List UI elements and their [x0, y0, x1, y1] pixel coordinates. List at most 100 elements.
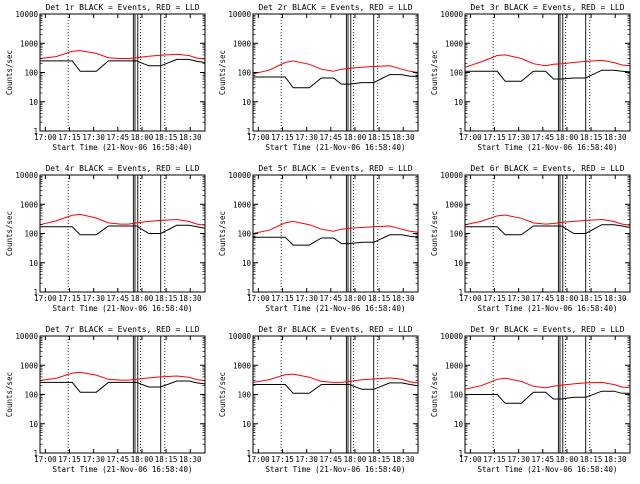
y-tick-label: 10: [29, 98, 39, 107]
y-axis-label: Counts/sec: [5, 50, 14, 95]
x-axis-label: Start Time (21-Nov-06 16:58:40): [266, 143, 406, 152]
x-tick-label: 17:00: [247, 455, 270, 464]
y-tick-label: 10000: [440, 332, 463, 341]
y-tick-label: 10000: [15, 171, 38, 180]
x-tick-label: 18:30: [604, 133, 627, 142]
x-tick-label: 17:00: [459, 294, 482, 303]
x-tick-label: 18:15: [580, 455, 603, 464]
lld-series-line: [252, 373, 419, 384]
y-tick-label: 1000: [445, 361, 464, 370]
x-tick-label: 17:45: [320, 133, 343, 142]
y-tick-label: 1000: [233, 39, 252, 48]
x-tick-label: 17:15: [271, 133, 294, 142]
panel-title: Det 1r BLACK = Events, RED = LLD: [45, 3, 199, 12]
x-tick-label: 18:15: [155, 133, 178, 142]
y-tick-label: 10000: [228, 332, 251, 341]
y-tick-label: 1: [458, 449, 463, 458]
x-tick-label: 18:00: [131, 133, 154, 142]
y-tick-label: 1: [246, 127, 251, 136]
x-tick-label: 17:00: [34, 133, 57, 142]
lld-series-line: [464, 377, 631, 390]
x-tick-label: 18:15: [155, 455, 178, 464]
x-tick-label: 17:30: [295, 294, 318, 303]
y-tick-label: 10000: [15, 10, 38, 19]
x-tick-label: 17:45: [532, 455, 555, 464]
x-tick-label: 18:30: [179, 455, 202, 464]
x-tick-label: 18:15: [155, 294, 178, 303]
lld-series-line: [39, 50, 206, 60]
detector-panel: Det 3r BLACK = Events, RED = LLD 17:00 17:…: [430, 3, 631, 152]
y-tick-label: 1000: [20, 361, 39, 370]
y-tick-label: 10000: [228, 10, 251, 19]
x-tick-label: 17:30: [82, 455, 105, 464]
lld-series-line: [464, 214, 631, 226]
lld-series-line: [252, 60, 419, 75]
x-axis-label: Start Time (21-Nov-06 16:58:40): [478, 465, 618, 474]
y-tick-label: 10: [29, 420, 39, 429]
events-series-line: [465, 69, 631, 82]
x-tick-label: 17:30: [507, 133, 530, 142]
panel-title: Det 3r BLACK = Events, RED = LLD: [470, 3, 624, 12]
events-series-line: [40, 58, 206, 72]
x-tick-label: 18:30: [179, 133, 202, 142]
y-tick-label: 1: [246, 288, 251, 297]
x-tick-label: 17:30: [82, 294, 105, 303]
y-tick-label: 10000: [440, 10, 463, 19]
y-tick-label: 100: [237, 69, 251, 78]
panel-title: Det 7r BLACK = Events, RED = LLD: [45, 325, 199, 334]
x-axis-label: Start Time (21-Nov-06 16:58:40): [53, 304, 193, 313]
x-tick-label: 17:00: [34, 455, 57, 464]
x-axis-label: Start Time (21-Nov-06 16:58:40): [478, 143, 618, 152]
x-tick-label: 17:00: [247, 294, 270, 303]
y-tick-label: 10: [242, 98, 252, 107]
y-tick-label: 10: [454, 259, 464, 268]
y-axis-label: Counts/sec: [430, 372, 439, 417]
y-tick-label: 1: [33, 449, 38, 458]
y-tick-label: 10: [454, 420, 464, 429]
x-tick-label: 17:15: [271, 455, 294, 464]
plot-frame: [252, 174, 419, 293]
y-tick-label: 100: [24, 69, 38, 78]
x-tick-label: 18:30: [392, 294, 415, 303]
x-axis-label: Start Time (21-Nov-06 16:58:40): [53, 143, 193, 152]
events-series-line: [253, 74, 418, 89]
plot-frame: [252, 13, 419, 132]
y-tick-label: 1: [458, 288, 463, 297]
x-tick-label: 17:45: [320, 294, 343, 303]
y-tick-label: 1: [246, 449, 251, 458]
x-tick-label: 17:00: [459, 133, 482, 142]
y-axis-label: Counts/sec: [218, 50, 227, 95]
y-tick-label: 100: [449, 69, 463, 78]
x-tick-label: 17:45: [532, 294, 555, 303]
x-tick-label: 18:00: [131, 455, 154, 464]
plot-frame: [464, 13, 631, 132]
x-tick-label: 18:30: [604, 455, 627, 464]
y-tick-label: 1000: [445, 200, 464, 209]
events-series-line: [40, 224, 206, 236]
events-series-line: [465, 224, 631, 236]
y-tick-label: 100: [237, 391, 251, 400]
x-tick-label: 18:30: [392, 133, 415, 142]
x-tick-label: 18:00: [556, 133, 579, 142]
y-tick-label: 10: [242, 420, 252, 429]
x-tick-label: 17:30: [507, 294, 530, 303]
x-tick-label: 17:15: [483, 294, 506, 303]
y-tick-label: 10000: [440, 171, 463, 180]
x-tick-label: 18:15: [580, 294, 603, 303]
x-tick-label: 17:15: [271, 294, 294, 303]
x-tick-label: 18:30: [392, 455, 415, 464]
panel-title: Det 4r BLACK = Events, RED = LLD: [45, 164, 199, 173]
y-tick-label: 1: [458, 127, 463, 136]
x-tick-label: 17:30: [295, 455, 318, 464]
y-tick-label: 1000: [20, 39, 39, 48]
panel-title: Det 6r BLACK = Events, RED = LLD: [470, 164, 624, 173]
y-tick-label: 100: [24, 391, 38, 400]
plot-frame: [39, 335, 206, 454]
x-tick-label: 18:15: [580, 133, 603, 142]
x-tick-label: 17:00: [459, 455, 482, 464]
